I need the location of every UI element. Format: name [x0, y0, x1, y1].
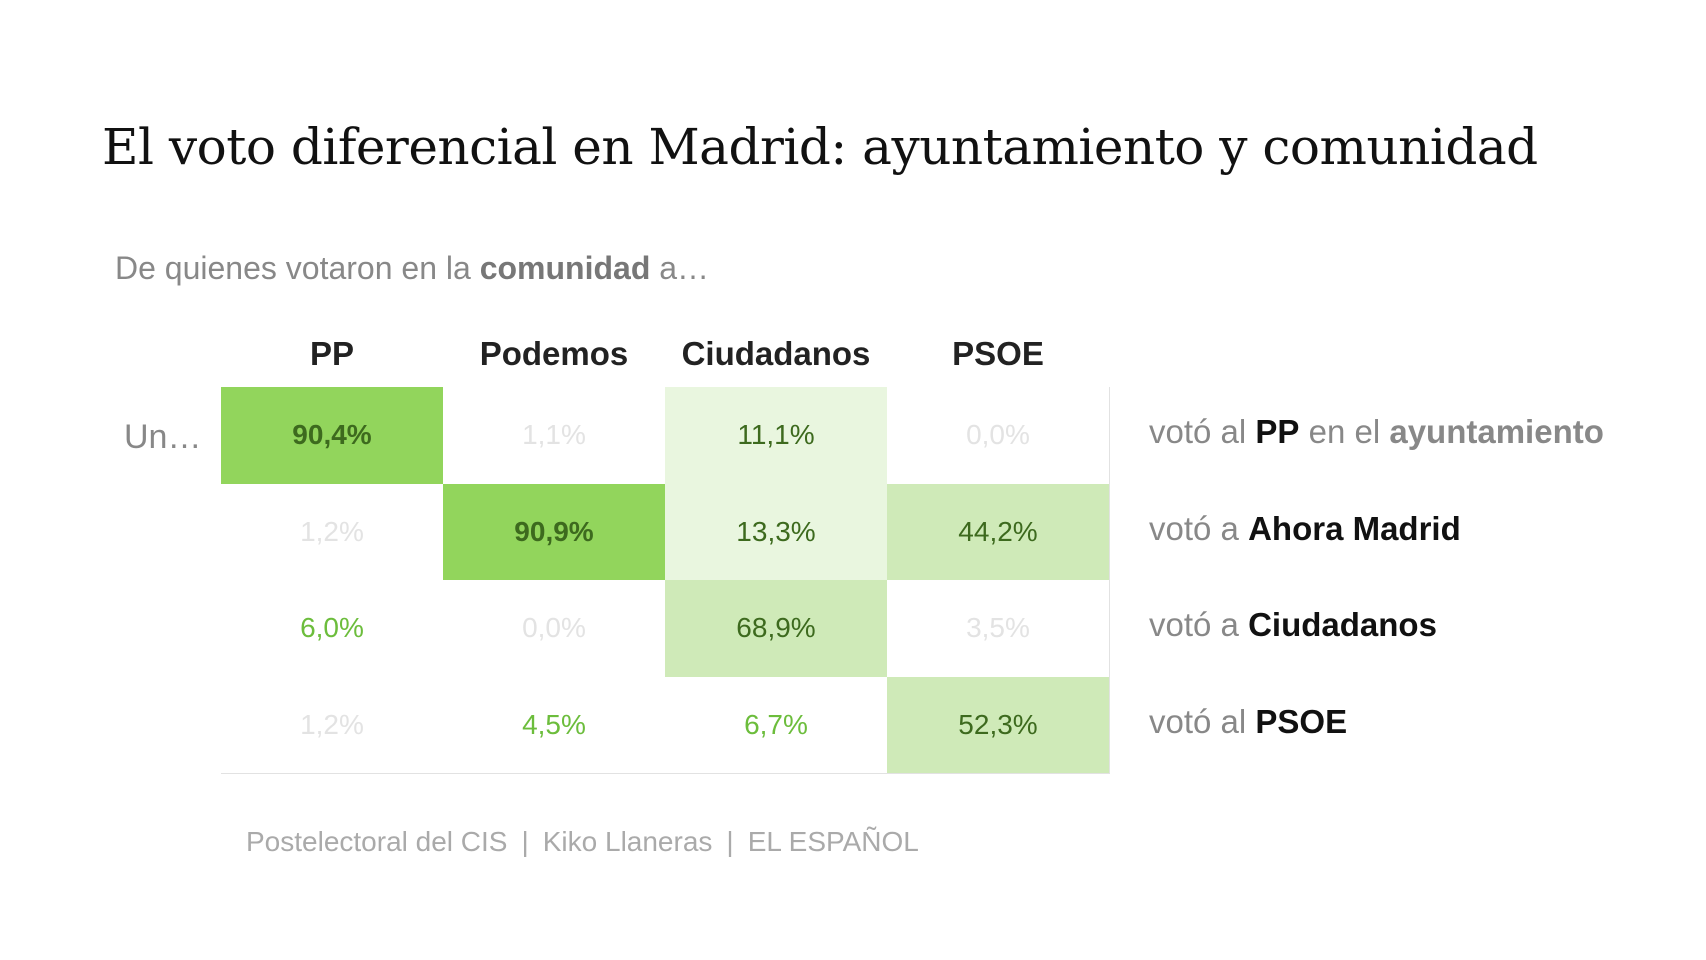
row-label-bold: Ahora Madrid [1248, 509, 1461, 547]
column-header: PSOE [952, 335, 1044, 372]
row-lead-label: Un… [124, 418, 202, 456]
heatmap-grid: 90,4% 1,1% 11,1% 0,0% 1,2% 90,9% 13,3% 44,2% 6,0… [221, 387, 1110, 774]
row-label: votó al PSOE [1149, 703, 1347, 741]
row-label-mid: en el [1299, 413, 1390, 450]
row-label-bold: PP [1255, 413, 1300, 450]
row-label: votó al PP en el ayuntamiento [1149, 413, 1604, 451]
footer-source: Postelectoral del CIS [246, 826, 508, 857]
row-label: votó a Ciudadanos [1149, 606, 1437, 644]
column-header: Ciudadanos [681, 335, 871, 372]
chart-subtitle: De quienes votaron en la comunidad a… [115, 250, 709, 287]
heatmap-cell: 0,0% [443, 580, 666, 678]
row-label-pre: votó a [1149, 509, 1249, 547]
chart-title: El voto diferencial en Madrid: ayuntamie… [102, 118, 1538, 176]
subtitle-bold: comunidad [479, 250, 651, 286]
row-label-pre: votó al [1149, 702, 1256, 740]
row-label-bold2: ayuntamiento [1389, 413, 1604, 450]
heatmap-cell: 1,1% [443, 387, 666, 485]
heatmap-cell: 3,5% [887, 580, 1110, 678]
footer-separator: | [521, 826, 529, 857]
footer-separator: | [726, 826, 734, 857]
footer-publisher: EL ESPAÑOL [747, 826, 919, 857]
subtitle-suffix: a… [650, 250, 710, 286]
row-label-bold: PSOE [1255, 702, 1348, 740]
heatmap-cell: 6,0% [221, 580, 444, 678]
row-label-bold: Ciudadanos [1248, 606, 1437, 643]
heatmap-cell: 13,3% [665, 483, 888, 581]
source-footer: Postelectoral del CIS | Kiko Llaneras | EL E… [246, 826, 919, 858]
heatmap-cell: 68,9% [665, 580, 888, 678]
row-label-pre: votó al [1149, 413, 1256, 450]
column-header: Podemos [479, 335, 629, 372]
row-label: votó a Ahora Madrid [1149, 510, 1461, 548]
heatmap-cell: 1,2% [221, 676, 444, 774]
heatmap-cell: 11,1% [665, 387, 888, 485]
heatmap-cell: 90,4% [221, 387, 444, 485]
footer-author: Kiko Llaneras [542, 826, 713, 857]
column-header: PP [309, 335, 355, 372]
heatmap-cell: 1,2% [221, 483, 444, 581]
subtitle-prefix: De quienes votaron en la [115, 250, 480, 286]
heatmap-cell: 90,9% [443, 483, 666, 581]
row-label-pre: votó a [1149, 606, 1249, 643]
heatmap-cell: 4,5% [443, 676, 666, 774]
heatmap-cell: 44,2% [887, 483, 1110, 581]
heatmap-cell: 52,3% [887, 676, 1110, 774]
heatmap-cell: 6,7% [665, 676, 888, 774]
heatmap-cell: 0,0% [887, 387, 1110, 485]
